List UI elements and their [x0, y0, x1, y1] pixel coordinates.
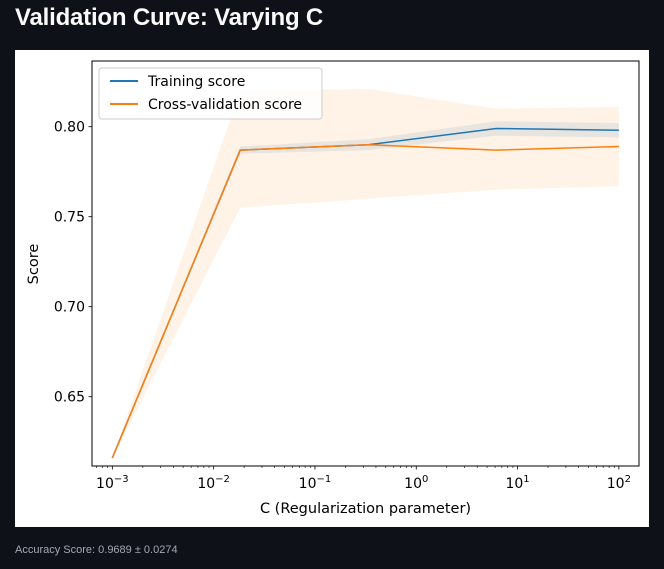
x-tick-label: 100 [404, 474, 428, 492]
plot-frame [91, 60, 640, 467]
validation-curve-chart: 10−3 10−2 10−1 100 101 102 0.65 0.70 0.75 0.80 C… [26, 60, 640, 517]
y-axis-label: Score [26, 244, 42, 285]
y-tick-label: 0.80 [54, 120, 85, 136]
confidence-bands [112, 88, 619, 458]
x-tick-label: 101 [505, 474, 529, 492]
y-tick-label: 0.65 [54, 390, 85, 406]
x-tick-label: 102 [607, 474, 631, 492]
x-tick-label: 10−1 [299, 474, 332, 492]
legend-label-training: Training score [147, 74, 245, 90]
page-title: Validation Curve: Varying C [15, 4, 324, 31]
y-axis-ticks: 0.65 0.70 0.75 0.80 [54, 120, 92, 406]
legend-box [98, 67, 323, 120]
cross-validation-score-band [112, 88, 619, 458]
x-tick-label: 10−2 [197, 474, 230, 492]
x-axis-label: C (Regularization parameter) [260, 501, 471, 517]
legend-label-cross-validation: Cross-validation score [148, 97, 302, 113]
chart-figure: 10−3 10−2 10−1 100 101 102 0.65 0.70 0.75 0.80 C… [15, 50, 649, 527]
chart-legend: Training score Cross-validation score [98, 67, 323, 120]
y-tick-label: 0.70 [54, 300, 85, 316]
y-tick-label: 0.75 [54, 210, 85, 226]
x-axis-ticks: 10−3 10−2 10−1 100 101 102 [96, 466, 631, 492]
cross-validation-score-line [111, 143, 619, 459]
series-lines [111, 127, 619, 459]
accuracy-score-text: Accuracy Score: 0.9689 ± 0.0274 [15, 544, 178, 556]
x-tick-label: 10−3 [96, 474, 129, 492]
